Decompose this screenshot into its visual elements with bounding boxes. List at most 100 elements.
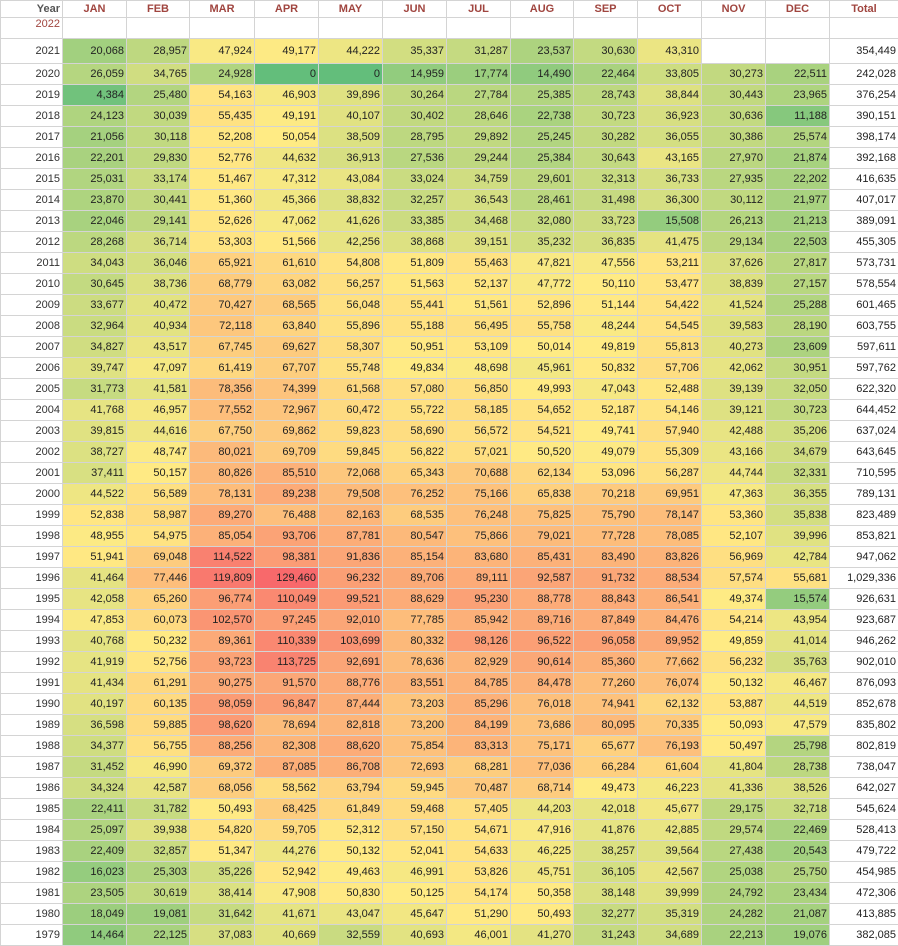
month-cell: 49,859 xyxy=(701,630,766,652)
month-cell: 41,434 xyxy=(62,672,127,694)
month-cell: 49,473 xyxy=(573,777,638,799)
month-cell: 50,493 xyxy=(510,903,574,925)
month-cell: 41,581 xyxy=(126,378,190,400)
month-cell xyxy=(510,17,574,39)
month-cell: 41,671 xyxy=(254,903,319,925)
month-cell: 42,062 xyxy=(701,357,766,379)
month-cell: 25,303 xyxy=(126,861,190,883)
column-header: SEP xyxy=(573,0,638,18)
data-row: 2006 39,747 47,097 61,419 67,707 55,748 49,834… xyxy=(0,357,898,379)
month-cell: 95,230 xyxy=(446,588,511,610)
data-row: 2001 37,411 50,157 80,826 85,510 72,068 65,343… xyxy=(0,462,898,484)
total-cell: 376,254 xyxy=(829,84,898,106)
month-cell: 36,598 xyxy=(62,714,127,736)
year-cell: 1999 xyxy=(0,504,63,526)
data-row: 1982 16,023 25,303 35,226 52,942 49,463 46,991… xyxy=(0,861,898,883)
month-cell: 33,174 xyxy=(126,168,190,190)
month-cell: 28,268 xyxy=(62,231,127,253)
total-cell: 1,029,336 xyxy=(829,567,898,589)
month-cell: 68,714 xyxy=(510,777,574,799)
month-cell: 33,723 xyxy=(573,210,638,232)
total-cell: 603,755 xyxy=(829,315,898,337)
year-cell: 2012 xyxy=(0,231,63,253)
month-cell: 68,425 xyxy=(254,798,319,820)
month-cell: 53,096 xyxy=(573,462,638,484)
month-cell: 68,281 xyxy=(446,756,511,778)
month-cell: 93,706 xyxy=(254,525,319,547)
total-cell: 242,028 xyxy=(829,63,898,85)
month-cell: 88,534 xyxy=(637,567,702,589)
month-cell: 69,709 xyxy=(254,441,319,463)
month-cell: 102,570 xyxy=(189,609,255,631)
total-cell: 643,645 xyxy=(829,441,898,463)
month-cell: 80,826 xyxy=(189,462,255,484)
month-cell: 85,154 xyxy=(382,546,447,568)
month-cell: 50,520 xyxy=(510,441,574,463)
month-cell: 75,790 xyxy=(573,504,638,526)
month-cell: 51,563 xyxy=(382,273,447,295)
month-cell: 57,405 xyxy=(446,798,511,820)
month-cell: 24,123 xyxy=(62,105,127,127)
data-row: 1988 34,377 56,755 88,256 82,308 88,620 75,854… xyxy=(0,735,898,757)
month-cell: 65,677 xyxy=(573,735,638,757)
month-cell: 23,609 xyxy=(765,336,830,358)
month-cell xyxy=(701,38,766,64)
month-cell: 34,043 xyxy=(62,252,127,274)
year-cell: 2000 xyxy=(0,483,63,505)
month-cell: 35,206 xyxy=(765,420,830,442)
header-row: Year JAN FEB MAR APR MAY JUN JUL AUG SEP OCT NOV DEC… xyxy=(0,0,898,18)
month-cell: 48,747 xyxy=(126,441,190,463)
month-cell xyxy=(765,17,830,39)
year-cell: 2009 xyxy=(0,294,63,316)
month-cell: 47,908 xyxy=(254,882,319,904)
total-cell: 710,595 xyxy=(829,462,898,484)
year-cell: 2018 xyxy=(0,105,63,127)
month-cell: 67,707 xyxy=(254,357,319,379)
month-cell: 36,355 xyxy=(765,483,830,505)
month-cell: 34,759 xyxy=(446,168,511,190)
data-row: 2008 32,964 40,934 72,118 63,840 55,896 55,188… xyxy=(0,315,898,337)
month-cell: 51,809 xyxy=(382,252,447,274)
column-header: DEC xyxy=(765,0,830,18)
year-cell: 2022 xyxy=(0,17,63,39)
month-cell: 72,068 xyxy=(318,462,383,484)
month-cell: 42,058 xyxy=(62,588,127,610)
month-cell: 30,951 xyxy=(765,357,830,379)
month-cell: 85,510 xyxy=(254,462,319,484)
month-cell: 70,335 xyxy=(637,714,702,736)
month-cell: 23,965 xyxy=(765,84,830,106)
total-cell: 902,010 xyxy=(829,651,898,673)
month-cell: 75,825 xyxy=(510,504,574,526)
month-cell: 53,211 xyxy=(637,252,702,274)
data-row: 2019 4,384 25,480 54,163 46,903 39,896 30,264 2… xyxy=(0,84,898,106)
year-cell: 2016 xyxy=(0,147,63,169)
month-cell xyxy=(382,17,447,39)
month-cell: 60,472 xyxy=(318,399,383,421)
month-cell: 35,838 xyxy=(765,504,830,526)
month-cell: 52,107 xyxy=(701,525,766,547)
month-cell: 41,336 xyxy=(701,777,766,799)
month-cell: 20,068 xyxy=(62,38,127,64)
month-cell: 41,768 xyxy=(62,399,127,421)
month-cell: 45,677 xyxy=(637,798,702,820)
month-cell: 98,620 xyxy=(189,714,255,736)
month-cell: 22,202 xyxy=(765,168,830,190)
total-cell: 622,320 xyxy=(829,378,898,400)
month-cell: 65,260 xyxy=(126,588,190,610)
month-cell: 53,109 xyxy=(446,336,511,358)
data-row: 1998 48,955 54,975 85,054 93,706 87,781 80,547… xyxy=(0,525,898,547)
month-cell: 47,097 xyxy=(126,357,190,379)
month-cell: 63,840 xyxy=(254,315,319,337)
month-cell: 76,193 xyxy=(637,735,702,757)
month-cell: 33,024 xyxy=(382,168,447,190)
month-cell: 56,969 xyxy=(701,546,766,568)
data-row: 1996 41,464 77,446 119,809 129,460 96,232 89,7… xyxy=(0,567,898,589)
month-cell: 38,868 xyxy=(382,231,447,253)
year-cell: 1981 xyxy=(0,882,63,904)
month-cell: 54,975 xyxy=(126,525,190,547)
month-cell: 45,647 xyxy=(382,903,447,925)
month-cell: 49,819 xyxy=(573,336,638,358)
month-cell: 30,441 xyxy=(126,189,190,211)
month-cell: 36,055 xyxy=(637,126,702,148)
month-cell: 74,941 xyxy=(573,693,638,715)
